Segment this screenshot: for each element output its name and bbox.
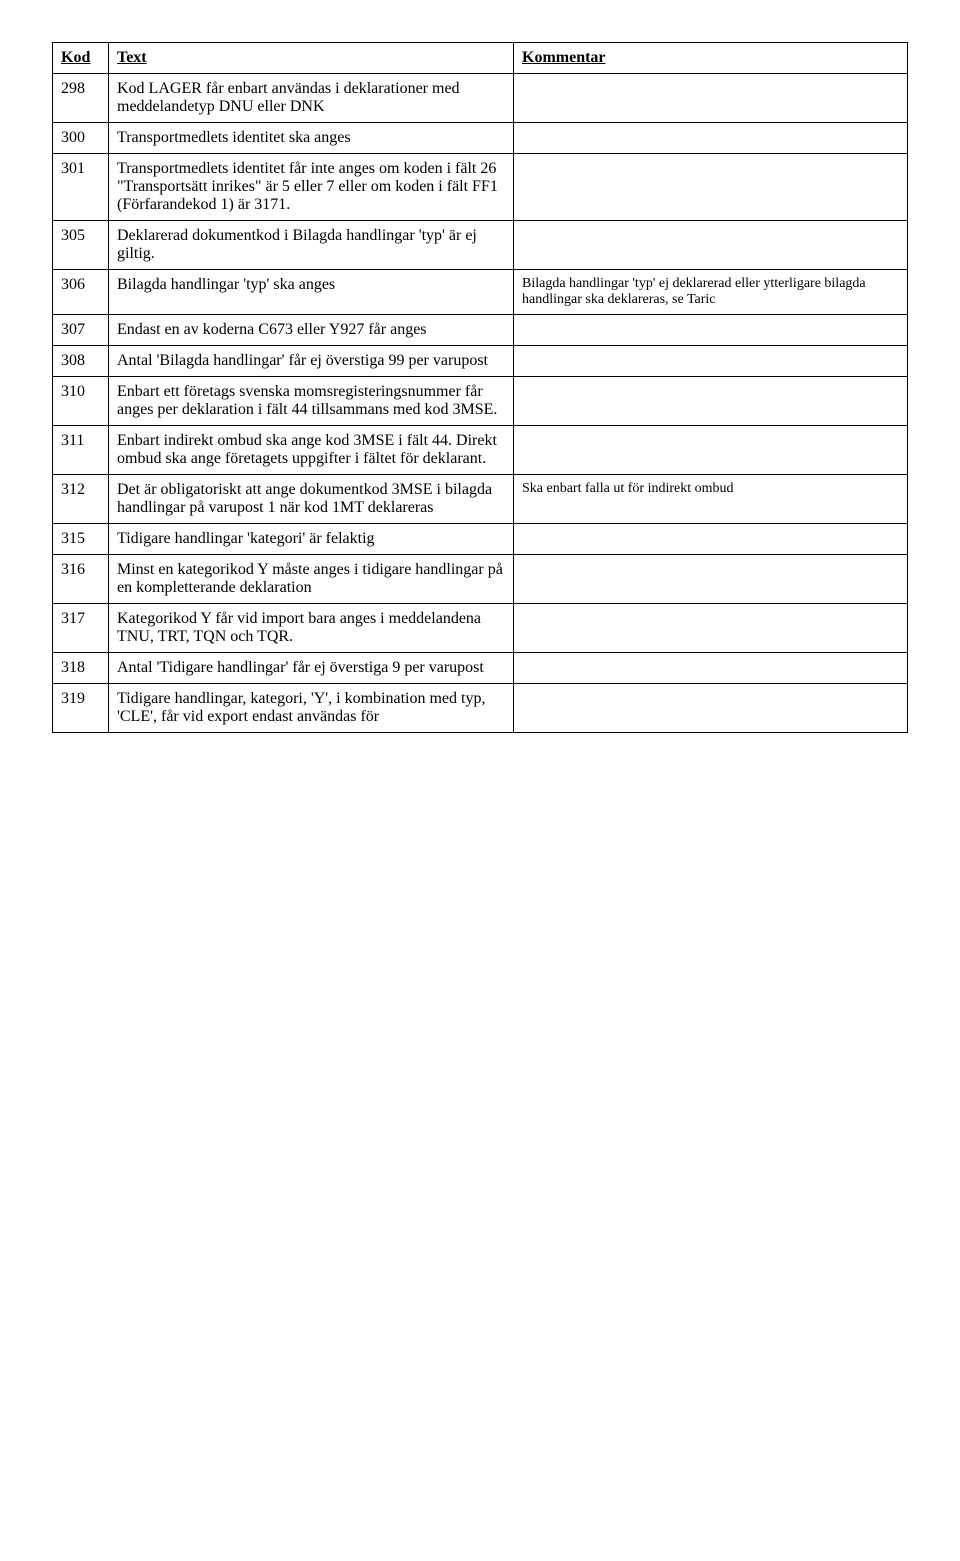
cell-text: Transportmedlets identitet får inte ange… bbox=[109, 154, 514, 221]
table-header-row: Kod Text Kommentar bbox=[53, 43, 908, 74]
cell-kommentar bbox=[514, 221, 908, 270]
cell-kommentar bbox=[514, 315, 908, 346]
cell-kommentar bbox=[514, 653, 908, 684]
header-text: Text bbox=[109, 43, 514, 74]
cell-kod: 307 bbox=[53, 315, 109, 346]
cell-kod: 305 bbox=[53, 221, 109, 270]
table-row: 307Endast en av koderna C673 eller Y927 … bbox=[53, 315, 908, 346]
header-kod: Kod bbox=[53, 43, 109, 74]
table-row: 318Antal 'Tidigare handlingar' får ej öv… bbox=[53, 653, 908, 684]
table-row: 310Enbart ett företags svenska momsregis… bbox=[53, 377, 908, 426]
cell-text: Tidigare handlingar, kategori, 'Y', i ko… bbox=[109, 684, 514, 733]
cell-text: Deklarerad dokumentkod i Bilagda handlin… bbox=[109, 221, 514, 270]
table-row: 317Kategorikod Y får vid import bara ang… bbox=[53, 604, 908, 653]
cell-kommentar bbox=[514, 684, 908, 733]
cell-kommentar bbox=[514, 604, 908, 653]
cell-kommentar: Ska enbart falla ut för indirekt ombud bbox=[514, 475, 908, 524]
cell-text: Minst en kategorikod Y måste anges i tid… bbox=[109, 555, 514, 604]
cell-kommentar bbox=[514, 154, 908, 221]
table-row: 308Antal 'Bilagda handlingar' får ej öve… bbox=[53, 346, 908, 377]
cell-kod: 300 bbox=[53, 123, 109, 154]
cell-kommentar bbox=[514, 74, 908, 123]
cell-text: Endast en av koderna C673 eller Y927 får… bbox=[109, 315, 514, 346]
cell-text: Kod LAGER får enbart användas i deklarat… bbox=[109, 74, 514, 123]
cell-text: Det är obligatoriskt att ange dokumentko… bbox=[109, 475, 514, 524]
table-row: 306Bilagda handlingar 'typ' ska angesBil… bbox=[53, 270, 908, 315]
cell-text: Antal 'Bilagda handlingar' får ej överst… bbox=[109, 346, 514, 377]
error-codes-table: Kod Text Kommentar 298Kod LAGER får enba… bbox=[52, 42, 908, 733]
cell-kod: 311 bbox=[53, 426, 109, 475]
table-row: 315Tidigare handlingar 'kategori' är fel… bbox=[53, 524, 908, 555]
table-row: 319Tidigare handlingar, kategori, 'Y', i… bbox=[53, 684, 908, 733]
cell-kod: 306 bbox=[53, 270, 109, 315]
table-row: 300Transportmedlets identitet ska anges bbox=[53, 123, 908, 154]
cell-kod: 298 bbox=[53, 74, 109, 123]
cell-kommentar bbox=[514, 426, 908, 475]
cell-text: Bilagda handlingar 'typ' ska anges bbox=[109, 270, 514, 315]
table-row: 305Deklarerad dokumentkod i Bilagda hand… bbox=[53, 221, 908, 270]
cell-kod: 317 bbox=[53, 604, 109, 653]
header-kommentar: Kommentar bbox=[514, 43, 908, 74]
cell-text: Transportmedlets identitet ska anges bbox=[109, 123, 514, 154]
cell-text: Enbart indirekt ombud ska ange kod 3MSE … bbox=[109, 426, 514, 475]
cell-kod: 301 bbox=[53, 154, 109, 221]
cell-kommentar bbox=[514, 555, 908, 604]
cell-kod: 312 bbox=[53, 475, 109, 524]
cell-kod: 315 bbox=[53, 524, 109, 555]
cell-kod: 310 bbox=[53, 377, 109, 426]
table-row: 312Det är obligatoriskt att ange dokumen… bbox=[53, 475, 908, 524]
table-row: 298Kod LAGER får enbart användas i dekla… bbox=[53, 74, 908, 123]
cell-text: Antal 'Tidigare handlingar' får ej övers… bbox=[109, 653, 514, 684]
table-row: 301Transportmedlets identitet får inte a… bbox=[53, 154, 908, 221]
cell-kod: 308 bbox=[53, 346, 109, 377]
cell-kod: 318 bbox=[53, 653, 109, 684]
table-row: 316Minst en kategorikod Y måste anges i … bbox=[53, 555, 908, 604]
cell-kod: 319 bbox=[53, 684, 109, 733]
cell-kommentar bbox=[514, 123, 908, 154]
cell-text: Enbart ett företags svenska momsregister… bbox=[109, 377, 514, 426]
cell-text: Kategorikod Y får vid import bara anges … bbox=[109, 604, 514, 653]
cell-kommentar bbox=[514, 346, 908, 377]
cell-kommentar: Bilagda handlingar 'typ' ej deklarerad e… bbox=[514, 270, 908, 315]
table-row: 311Enbart indirekt ombud ska ange kod 3M… bbox=[53, 426, 908, 475]
cell-text: Tidigare handlingar 'kategori' är felakt… bbox=[109, 524, 514, 555]
cell-kommentar bbox=[514, 524, 908, 555]
cell-kommentar bbox=[514, 377, 908, 426]
cell-kod: 316 bbox=[53, 555, 109, 604]
